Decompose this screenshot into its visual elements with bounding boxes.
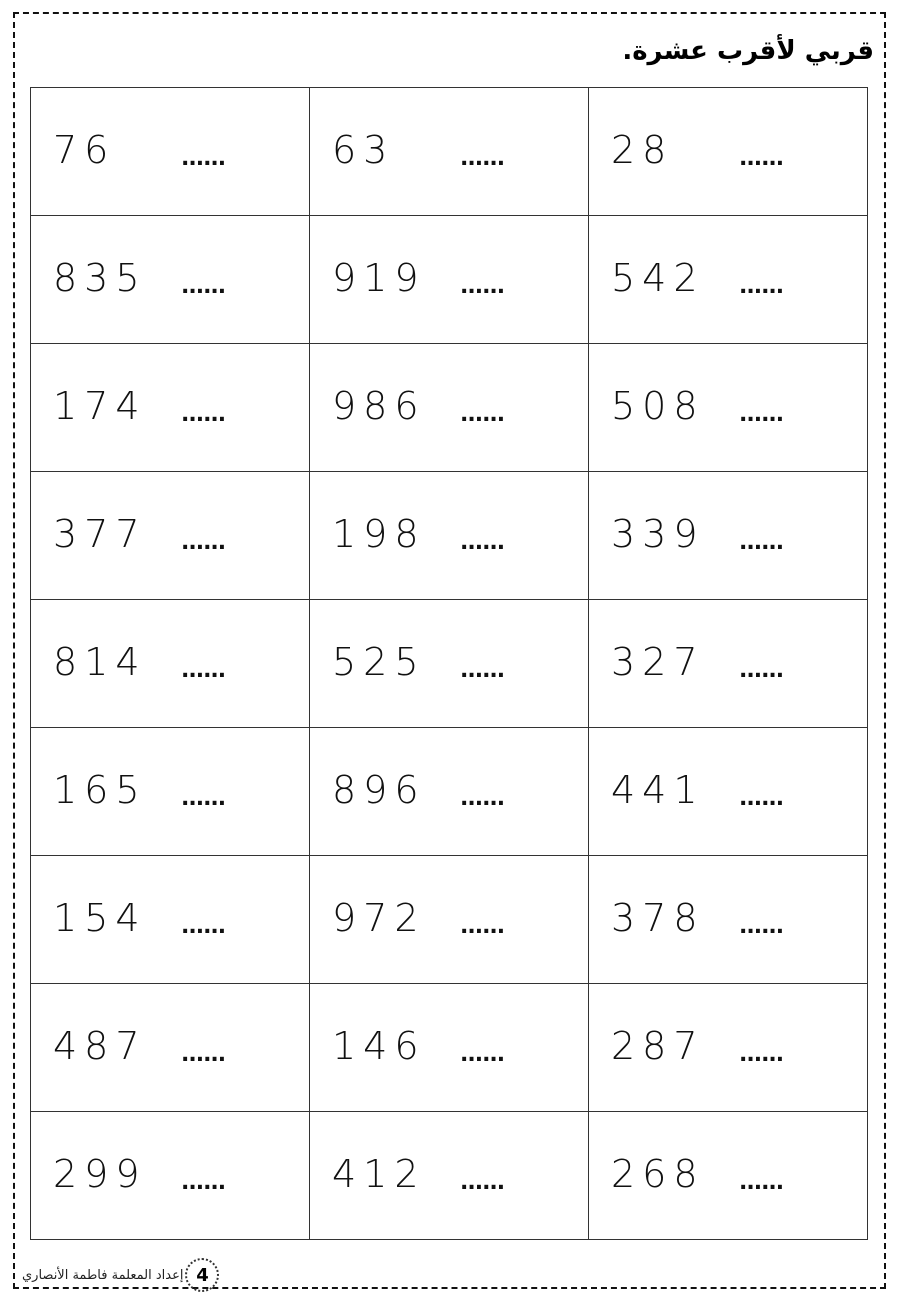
answer-blank[interactable]: ...... [739, 786, 784, 811]
exercise-cell: 542...... [588, 215, 868, 344]
number: 972 [332, 896, 426, 940]
exercise-cell: 299...... [30, 1111, 310, 1240]
answer-blank[interactable]: ...... [460, 1042, 505, 1067]
exercise-cell: 896...... [309, 727, 589, 856]
exercise-cell: 76...... [30, 87, 310, 216]
answer-blank[interactable]: ...... [181, 402, 226, 427]
exercise-cell: 525...... [309, 599, 589, 728]
number: 154 [53, 896, 147, 940]
answer-blank[interactable]: ...... [181, 274, 226, 299]
exercise-cell: 377...... [30, 471, 310, 600]
exercise-cell: 146...... [309, 983, 589, 1112]
answer-blank[interactable]: ...... [739, 658, 784, 683]
exercise-cell: 339...... [588, 471, 868, 600]
number: 487 [53, 1024, 147, 1068]
answer-blank[interactable]: ...... [460, 1170, 505, 1195]
answer-blank[interactable]: ...... [739, 274, 784, 299]
number: 377 [53, 512, 147, 556]
answer-blank[interactable]: ...... [739, 146, 784, 171]
table-row: 377...... 198...... 339...... [30, 471, 868, 600]
exercise-cell: 287...... [588, 983, 868, 1112]
number: 327 [611, 640, 705, 684]
footer-credit: إعداد المعلمة فاطمة الأنصاري [22, 1267, 184, 1283]
answer-blank[interactable]: ...... [181, 658, 226, 683]
answer-blank[interactable]: ...... [739, 1042, 784, 1067]
number: 299 [53, 1152, 147, 1196]
exercise-cell: 327...... [588, 599, 868, 728]
dashed-page-border [13, 12, 886, 1289]
exercise-cell: 972...... [309, 855, 589, 984]
number: 986 [332, 384, 426, 428]
table-row: 299...... 412...... 268...... [30, 1111, 868, 1240]
rounding-exercise-table: 76...... 63...... 28...... 835...... 919....… [30, 87, 868, 1240]
number: 441 [611, 768, 705, 812]
answer-blank[interactable]: ...... [460, 146, 505, 171]
answer-blank[interactable]: ...... [181, 1170, 226, 1195]
answer-blank[interactable]: ...... [739, 402, 784, 427]
answer-blank[interactable]: ...... [181, 786, 226, 811]
number: 165 [53, 768, 147, 812]
answer-blank[interactable]: ...... [181, 146, 226, 171]
exercise-cell: 412...... [309, 1111, 589, 1240]
number: 525 [332, 640, 426, 684]
exercise-cell: 835...... [30, 215, 310, 344]
page-number-badge: 4 [185, 1258, 220, 1292]
exercise-cell: 986...... [309, 343, 589, 472]
number: 268 [611, 1152, 705, 1196]
worksheet-title: قربي لأقرب عشرة. [622, 36, 874, 66]
exercise-cell: 441...... [588, 727, 868, 856]
answer-blank[interactable]: ...... [181, 914, 226, 939]
number: 198 [332, 512, 426, 556]
table-row: 835...... 919...... 542...... [30, 215, 868, 344]
exercise-cell: 378...... [588, 855, 868, 984]
table-row: 154...... 972...... 378...... [30, 855, 868, 984]
number: 146 [332, 1024, 426, 1068]
number: 919 [332, 256, 426, 300]
exercise-cell: 154...... [30, 855, 310, 984]
number: 378 [611, 896, 705, 940]
number: 542 [611, 256, 705, 300]
exercise-cell: 919...... [309, 215, 589, 344]
number: 63 [332, 128, 395, 172]
answer-blank[interactable]: ...... [460, 274, 505, 299]
answer-blank[interactable]: ...... [181, 530, 226, 555]
exercise-cell: 268...... [588, 1111, 868, 1240]
answer-blank[interactable]: ...... [739, 1170, 784, 1195]
table-row: 76...... 63...... 28...... [30, 87, 868, 216]
exercise-cell: 28...... [588, 87, 868, 216]
table-row: 174...... 986...... 508...... [30, 343, 868, 472]
answer-blank[interactable]: ...... [739, 914, 784, 939]
answer-blank[interactable]: ...... [181, 1042, 226, 1067]
exercise-cell: 174...... [30, 343, 310, 472]
number: 28 [611, 128, 674, 172]
answer-blank[interactable]: ...... [460, 402, 505, 427]
exercise-cell: 487...... [30, 983, 310, 1112]
exercise-cell: 63...... [309, 87, 589, 216]
exercise-cell: 198...... [309, 471, 589, 600]
number: 508 [611, 384, 705, 428]
answer-blank[interactable]: ...... [460, 658, 505, 683]
table-row: 814...... 525...... 327...... [30, 599, 868, 728]
number: 339 [611, 512, 705, 556]
number: 174 [53, 384, 147, 428]
exercise-cell: 508...... [588, 343, 868, 472]
answer-blank[interactable]: ...... [739, 530, 784, 555]
number: 287 [611, 1024, 705, 1068]
answer-blank[interactable]: ...... [460, 914, 505, 939]
number: 814 [53, 640, 147, 684]
number: 835 [53, 256, 147, 300]
answer-blank[interactable]: ...... [460, 530, 505, 555]
exercise-cell: 814...... [30, 599, 310, 728]
number: 896 [332, 768, 426, 812]
table-row: 487...... 146...... 287...... [30, 983, 868, 1112]
footer: 4 إعداد المعلمة فاطمة الأنصاري [22, 1258, 220, 1292]
number: 76 [53, 128, 116, 172]
exercise-cell: 165...... [30, 727, 310, 856]
number: 412 [332, 1152, 426, 1196]
answer-blank[interactable]: ...... [460, 786, 505, 811]
table-row: 165...... 896...... 441...... [30, 727, 868, 856]
